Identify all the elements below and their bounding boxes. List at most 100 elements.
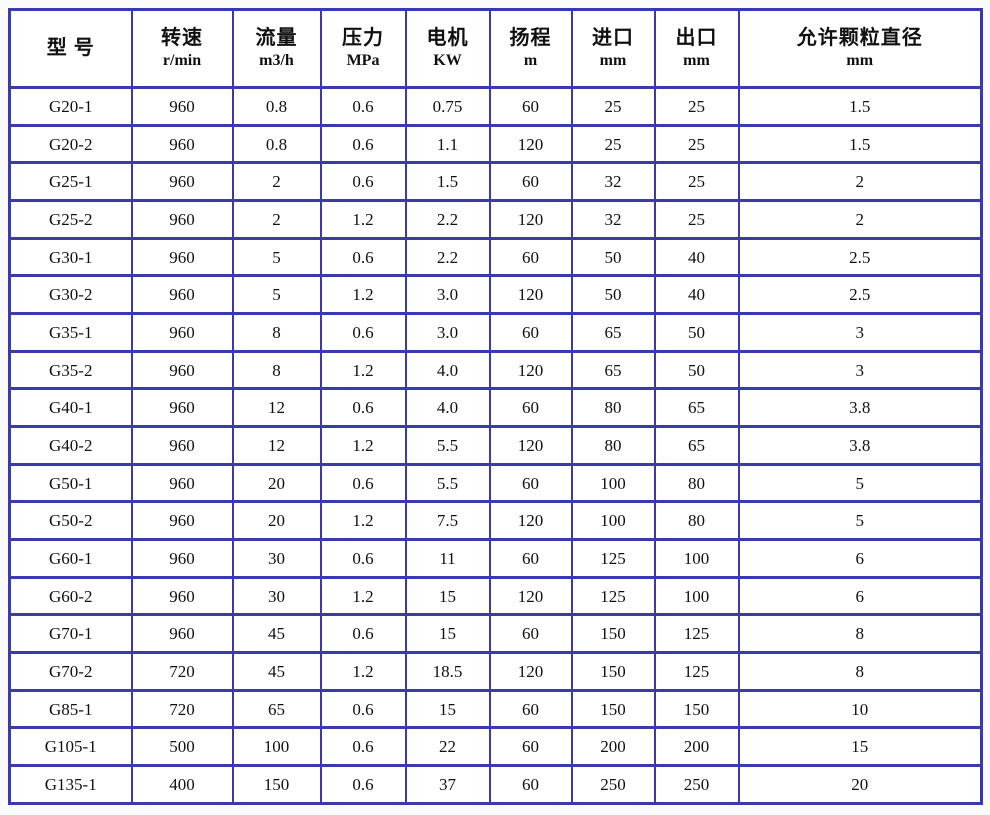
value-cell: 960 bbox=[130, 387, 234, 429]
value-cell: 60 bbox=[488, 236, 573, 278]
value-cell: 8 bbox=[231, 349, 322, 391]
table-body: G20-1 960 0.8 0.6 0.75 60 25 25 1.5 G20-2 960 0.8 0.… bbox=[8, 86, 983, 805]
column-header: 电机 KW bbox=[404, 8, 491, 89]
value-cell: 5.5 bbox=[404, 425, 491, 466]
value-cell: 8 bbox=[231, 312, 322, 353]
value-cell: 60 bbox=[488, 688, 573, 730]
value-cell: 15 bbox=[737, 726, 983, 768]
value-cell: 120 bbox=[488, 274, 573, 316]
value-cell: 120 bbox=[488, 199, 573, 240]
value-cell: 50 bbox=[653, 349, 740, 391]
value-cell: 60 bbox=[488, 462, 573, 504]
value-cell: 7.5 bbox=[404, 500, 491, 542]
header-row: 型 号转速 r/min 流量 m3/h 压力 MPa 电机 KW 扬程 m 进口 mm 出口 mm 允许颗粒… bbox=[8, 8, 983, 89]
value-cell: 1.5 bbox=[404, 161, 491, 203]
value-cell: 80 bbox=[653, 462, 740, 504]
value-cell: 80 bbox=[570, 425, 656, 466]
column-header: 转速 r/min bbox=[130, 8, 234, 89]
value-cell: 5 bbox=[737, 462, 983, 504]
value-cell: 1.2 bbox=[319, 575, 407, 617]
value-cell: 25 bbox=[653, 161, 740, 203]
model-cell: G60-2 bbox=[8, 575, 133, 617]
value-cell: 60 bbox=[488, 312, 573, 353]
table-row: G60-1 960 30 0.6 11 60 125 100 6 bbox=[8, 538, 983, 579]
value-cell: 3.0 bbox=[404, 274, 491, 316]
table-header: 型 号转速 r/min 流量 m3/h 压力 MPa 电机 KW 扬程 m 进口 mm 出口 mm 允许颗粒… bbox=[8, 8, 983, 89]
value-cell: 20 bbox=[231, 500, 322, 542]
table-row: G40-1 960 12 0.6 4.0 60 80 65 3.8 bbox=[8, 387, 983, 429]
table-row: G105-1 500 100 0.6 22 60 200 200 15 bbox=[8, 726, 983, 768]
column-title: 电机 bbox=[426, 27, 469, 50]
value-cell: 125 bbox=[570, 575, 656, 617]
model-cell: G25-1 bbox=[8, 161, 133, 203]
value-cell: 80 bbox=[570, 387, 656, 429]
value-cell: 60 bbox=[488, 613, 573, 655]
value-cell: 120 bbox=[488, 123, 573, 165]
value-cell: 45 bbox=[231, 613, 322, 655]
model-cell: G50-2 bbox=[8, 500, 133, 542]
value-cell: 2.2 bbox=[404, 199, 491, 240]
value-cell: 960 bbox=[130, 161, 234, 203]
table-row: G35-1 960 8 0.6 3.0 60 65 50 3 bbox=[8, 312, 983, 353]
value-cell: 960 bbox=[130, 236, 234, 278]
value-cell: 12 bbox=[231, 387, 322, 429]
value-cell: 0.6 bbox=[319, 236, 407, 278]
value-cell: 25 bbox=[570, 86, 656, 127]
value-cell: 65 bbox=[570, 349, 656, 391]
value-cell: 6 bbox=[737, 575, 983, 617]
value-cell: 15 bbox=[404, 688, 491, 730]
value-cell: 2.2 bbox=[404, 236, 491, 278]
value-cell: 40 bbox=[653, 274, 740, 316]
value-cell: 100 bbox=[653, 575, 740, 617]
value-cell: 2 bbox=[737, 199, 983, 240]
value-cell: 0.6 bbox=[319, 613, 407, 655]
value-cell: 60 bbox=[488, 161, 573, 203]
value-cell: 500 bbox=[130, 726, 234, 768]
value-cell: 2.5 bbox=[737, 236, 983, 278]
value-cell: 400 bbox=[130, 764, 234, 805]
value-cell: 11 bbox=[404, 538, 491, 579]
model-cell: G40-2 bbox=[8, 425, 133, 466]
value-cell: 0.6 bbox=[319, 123, 407, 165]
value-cell: 0.6 bbox=[319, 161, 407, 203]
value-cell: 120 bbox=[488, 651, 573, 692]
value-cell: 125 bbox=[570, 538, 656, 579]
table-row: G50-1 960 20 0.6 5.5 60 100 80 5 bbox=[8, 462, 983, 504]
value-cell: 3 bbox=[737, 349, 983, 391]
model-cell: G50-1 bbox=[8, 462, 133, 504]
value-cell: 15 bbox=[404, 575, 491, 617]
model-cell: G105-1 bbox=[8, 726, 133, 768]
model-cell: G35-2 bbox=[8, 349, 133, 391]
value-cell: 40 bbox=[653, 236, 740, 278]
value-cell: 1.1 bbox=[404, 123, 491, 165]
value-cell: 65 bbox=[653, 425, 740, 466]
value-cell: 1.2 bbox=[319, 500, 407, 542]
value-cell: 5.5 bbox=[404, 462, 491, 504]
value-cell: 150 bbox=[570, 613, 656, 655]
value-cell: 960 bbox=[130, 575, 234, 617]
table-row: G70-2 720 45 1.2 18.5 120 150 125 8 bbox=[8, 651, 983, 692]
value-cell: 0.6 bbox=[319, 387, 407, 429]
value-cell: 50 bbox=[570, 236, 656, 278]
column-title: 允许颗粒直径 bbox=[796, 27, 923, 50]
column-title: 压力 bbox=[342, 27, 384, 50]
value-cell: 0.6 bbox=[319, 726, 407, 768]
value-cell: 0.8 bbox=[231, 123, 322, 165]
value-cell: 960 bbox=[130, 500, 234, 542]
column-title: 出口 bbox=[675, 27, 718, 50]
value-cell: 25 bbox=[653, 86, 740, 127]
value-cell: 2 bbox=[737, 161, 983, 203]
column-header: 压力 MPa bbox=[319, 8, 407, 89]
value-cell: 45 bbox=[231, 651, 322, 692]
value-cell: 960 bbox=[130, 538, 234, 579]
value-cell: 960 bbox=[130, 199, 234, 240]
value-cell: 30 bbox=[231, 575, 322, 617]
value-cell: 0.6 bbox=[319, 312, 407, 353]
value-cell: 12 bbox=[231, 425, 322, 466]
table-row: G30-1 960 5 0.6 2.2 60 50 40 2.5 bbox=[8, 236, 983, 278]
value-cell: 2.5 bbox=[737, 274, 983, 316]
value-cell: 32 bbox=[570, 199, 656, 240]
value-cell: 1.2 bbox=[319, 274, 407, 316]
value-cell: 200 bbox=[653, 726, 740, 768]
value-cell: 5 bbox=[231, 274, 322, 316]
